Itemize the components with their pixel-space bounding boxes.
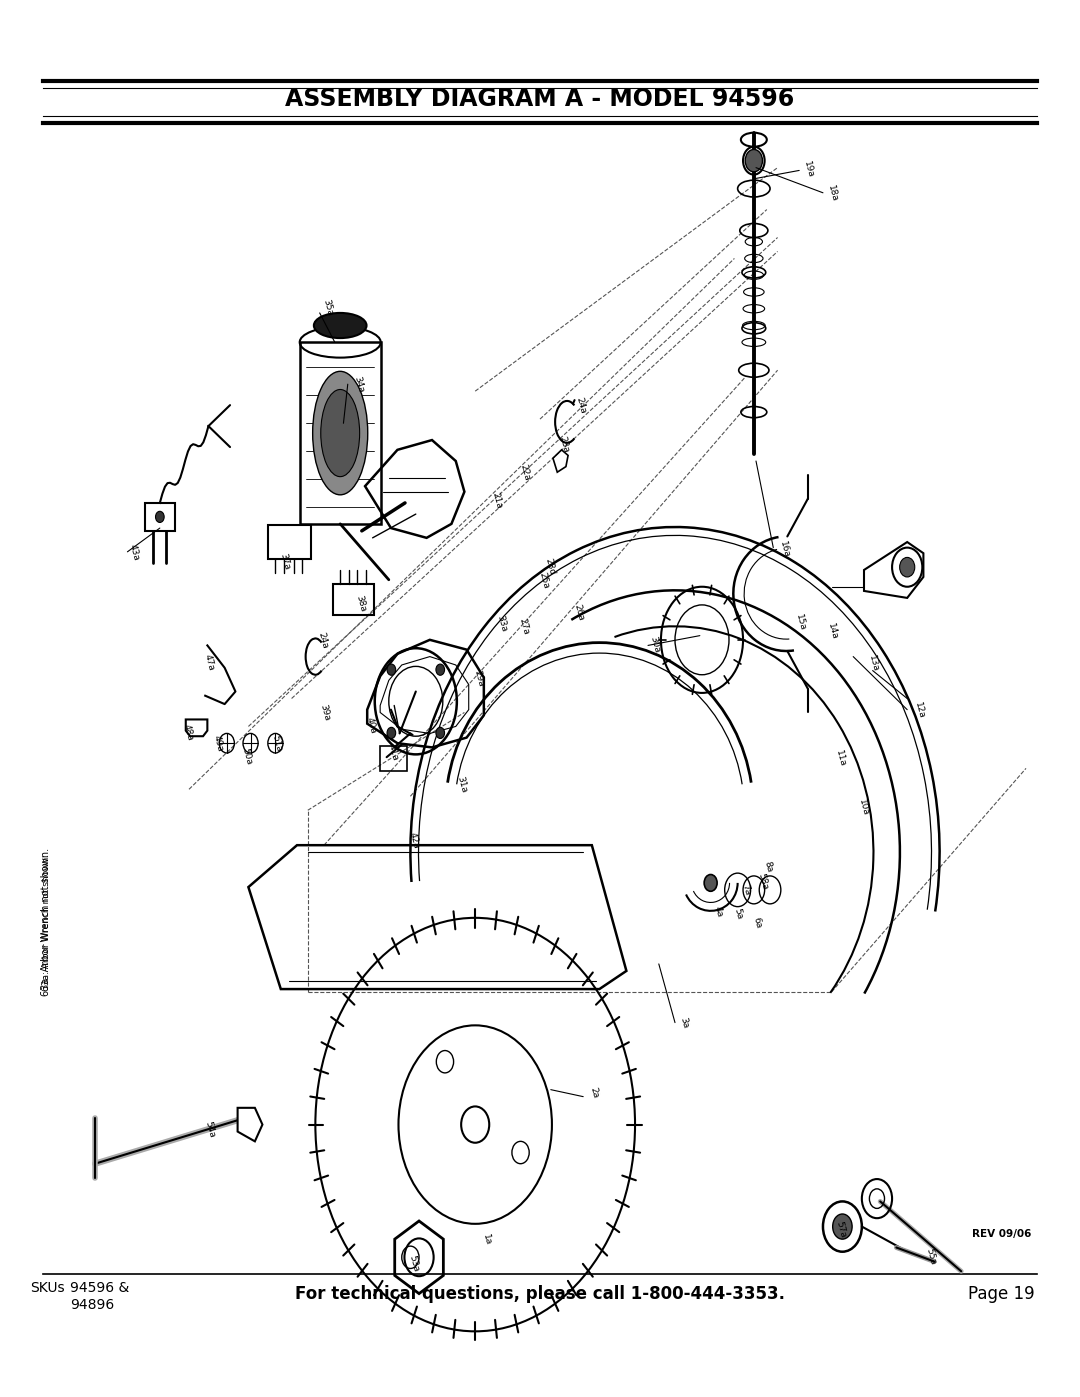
Text: 4a: 4a xyxy=(713,905,725,918)
Text: 11a: 11a xyxy=(834,750,847,768)
Text: 47a: 47a xyxy=(203,654,216,672)
Bar xyxy=(268,525,311,559)
Text: 63a: Arbor Wrench not shown.: 63a: Arbor Wrench not shown. xyxy=(42,854,51,990)
Text: 14a: 14a xyxy=(826,623,839,641)
Text: 13a: 13a xyxy=(867,655,880,673)
Text: 37a: 37a xyxy=(279,553,292,571)
Text: 24a: 24a xyxy=(575,397,588,415)
Text: Page 19: Page 19 xyxy=(968,1285,1035,1303)
Text: 53a: 53a xyxy=(407,1255,420,1273)
Text: 3a: 3a xyxy=(678,1017,690,1030)
Text: 94596 &
94896: 94596 & 94896 xyxy=(70,1281,130,1312)
Text: 2a: 2a xyxy=(589,1087,600,1099)
Text: 8a: 8a xyxy=(762,861,774,873)
Text: 34a: 34a xyxy=(352,376,365,394)
Text: 23a: 23a xyxy=(557,436,570,454)
Bar xyxy=(380,746,407,771)
Text: REV 09/06: REV 09/06 xyxy=(972,1229,1031,1239)
Text: 58a: 58a xyxy=(756,873,769,891)
Text: 22a: 22a xyxy=(518,464,531,482)
Text: 41a: 41a xyxy=(387,743,400,761)
Text: 19a: 19a xyxy=(802,161,815,179)
Circle shape xyxy=(436,664,445,675)
Text: For technical questions, please call 1-800-444-3353.: For technical questions, please call 1-8… xyxy=(295,1285,785,1303)
Text: 48a: 48a xyxy=(181,724,194,742)
Circle shape xyxy=(387,728,395,739)
Text: 1a: 1a xyxy=(481,1234,492,1246)
Text: 42a: 42a xyxy=(407,831,420,849)
Text: 43a: 43a xyxy=(127,543,140,562)
Text: 50a: 50a xyxy=(241,747,254,766)
Text: 16a: 16a xyxy=(778,541,791,559)
Text: 27a: 27a xyxy=(517,617,530,636)
Circle shape xyxy=(745,149,762,172)
Text: 55a: 55a xyxy=(924,1248,937,1266)
Circle shape xyxy=(900,557,915,577)
Text: 63a: Arbor Wrench not shown.: 63a: Arbor Wrench not shown. xyxy=(41,848,52,996)
Text: 35a: 35a xyxy=(322,299,335,317)
Text: 33a: 33a xyxy=(496,615,509,633)
Text: 7a: 7a xyxy=(740,884,752,897)
Text: 10a: 10a xyxy=(858,799,870,817)
Text: 28d: 28d xyxy=(543,556,556,576)
Circle shape xyxy=(704,875,717,891)
Text: 29a: 29a xyxy=(472,669,485,687)
Text: 18a: 18a xyxy=(826,184,839,203)
Text: 6a: 6a xyxy=(752,916,764,929)
Ellipse shape xyxy=(313,372,367,495)
Text: 25a: 25a xyxy=(538,571,551,590)
Text: 15a: 15a xyxy=(794,613,807,631)
Text: 21a: 21a xyxy=(490,492,503,510)
Bar xyxy=(333,584,374,615)
Text: 57a: 57a xyxy=(835,1221,848,1239)
Text: 38a: 38a xyxy=(354,595,367,613)
Ellipse shape xyxy=(314,313,366,338)
Text: 30a: 30a xyxy=(648,636,661,654)
Text: 40a: 40a xyxy=(365,717,378,735)
Text: 51a: 51a xyxy=(270,735,283,753)
Text: 31a: 31a xyxy=(456,775,469,793)
Polygon shape xyxy=(238,1108,262,1141)
Circle shape xyxy=(436,728,445,739)
Ellipse shape xyxy=(321,390,360,476)
Text: 39a: 39a xyxy=(319,704,332,722)
Text: SKUs: SKUs xyxy=(30,1281,65,1295)
Text: 49a: 49a xyxy=(212,735,225,753)
Bar xyxy=(300,342,381,524)
Text: 5a: 5a xyxy=(732,908,744,921)
Text: 26a: 26a xyxy=(572,604,585,622)
Text: 12a: 12a xyxy=(913,701,926,719)
Circle shape xyxy=(833,1214,852,1239)
Text: 24a: 24a xyxy=(316,631,329,650)
Text: 54a: 54a xyxy=(203,1120,216,1139)
Circle shape xyxy=(156,511,164,522)
Text: ASSEMBLY DIAGRAM A - MODEL 94596: ASSEMBLY DIAGRAM A - MODEL 94596 xyxy=(285,87,795,112)
Circle shape xyxy=(387,664,395,675)
